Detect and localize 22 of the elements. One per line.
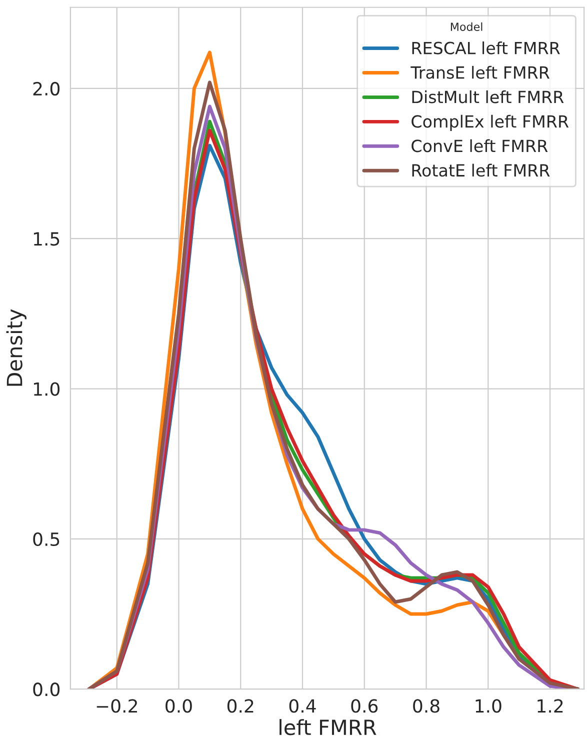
legend-label: RotatE left FMRR [412, 164, 550, 177]
y-tick-label: 0.0 [33, 682, 60, 696]
y-tick-label: 1.5 [34, 232, 60, 246]
legend-title: Model [450, 22, 482, 31]
y-tick-label: 1.0 [34, 382, 60, 396]
y-tick-label: 0.5 [33, 532, 60, 546]
x-tick-label: 1.0 [476, 699, 502, 713]
x-tick-label: 1.2 [538, 699, 563, 713]
x-tick-label: 0.4 [289, 699, 316, 713]
x-tick-label: 0.2 [227, 699, 254, 713]
x-tick-label: 0.0 [166, 699, 192, 713]
x-axis-title: left FMRR [280, 719, 376, 736]
y-tick-label: 2.0 [33, 82, 60, 96]
legend-label: ComplEx left FMRR [412, 114, 569, 131]
x-tick-label: 0.8 [413, 699, 440, 713]
y-axis-title: Density [6, 309, 26, 386]
legend-label: ConvE left FMRR [412, 139, 548, 152]
x-tick-label: −0.2 [96, 699, 137, 713]
legend-label: TransE left FMRR [410, 66, 550, 79]
x-tick-label: 0.6 [351, 699, 378, 713]
legend-label: DistMult left FMRR [412, 90, 564, 104]
legend-label: RESCAL left FMRR [412, 41, 560, 54]
